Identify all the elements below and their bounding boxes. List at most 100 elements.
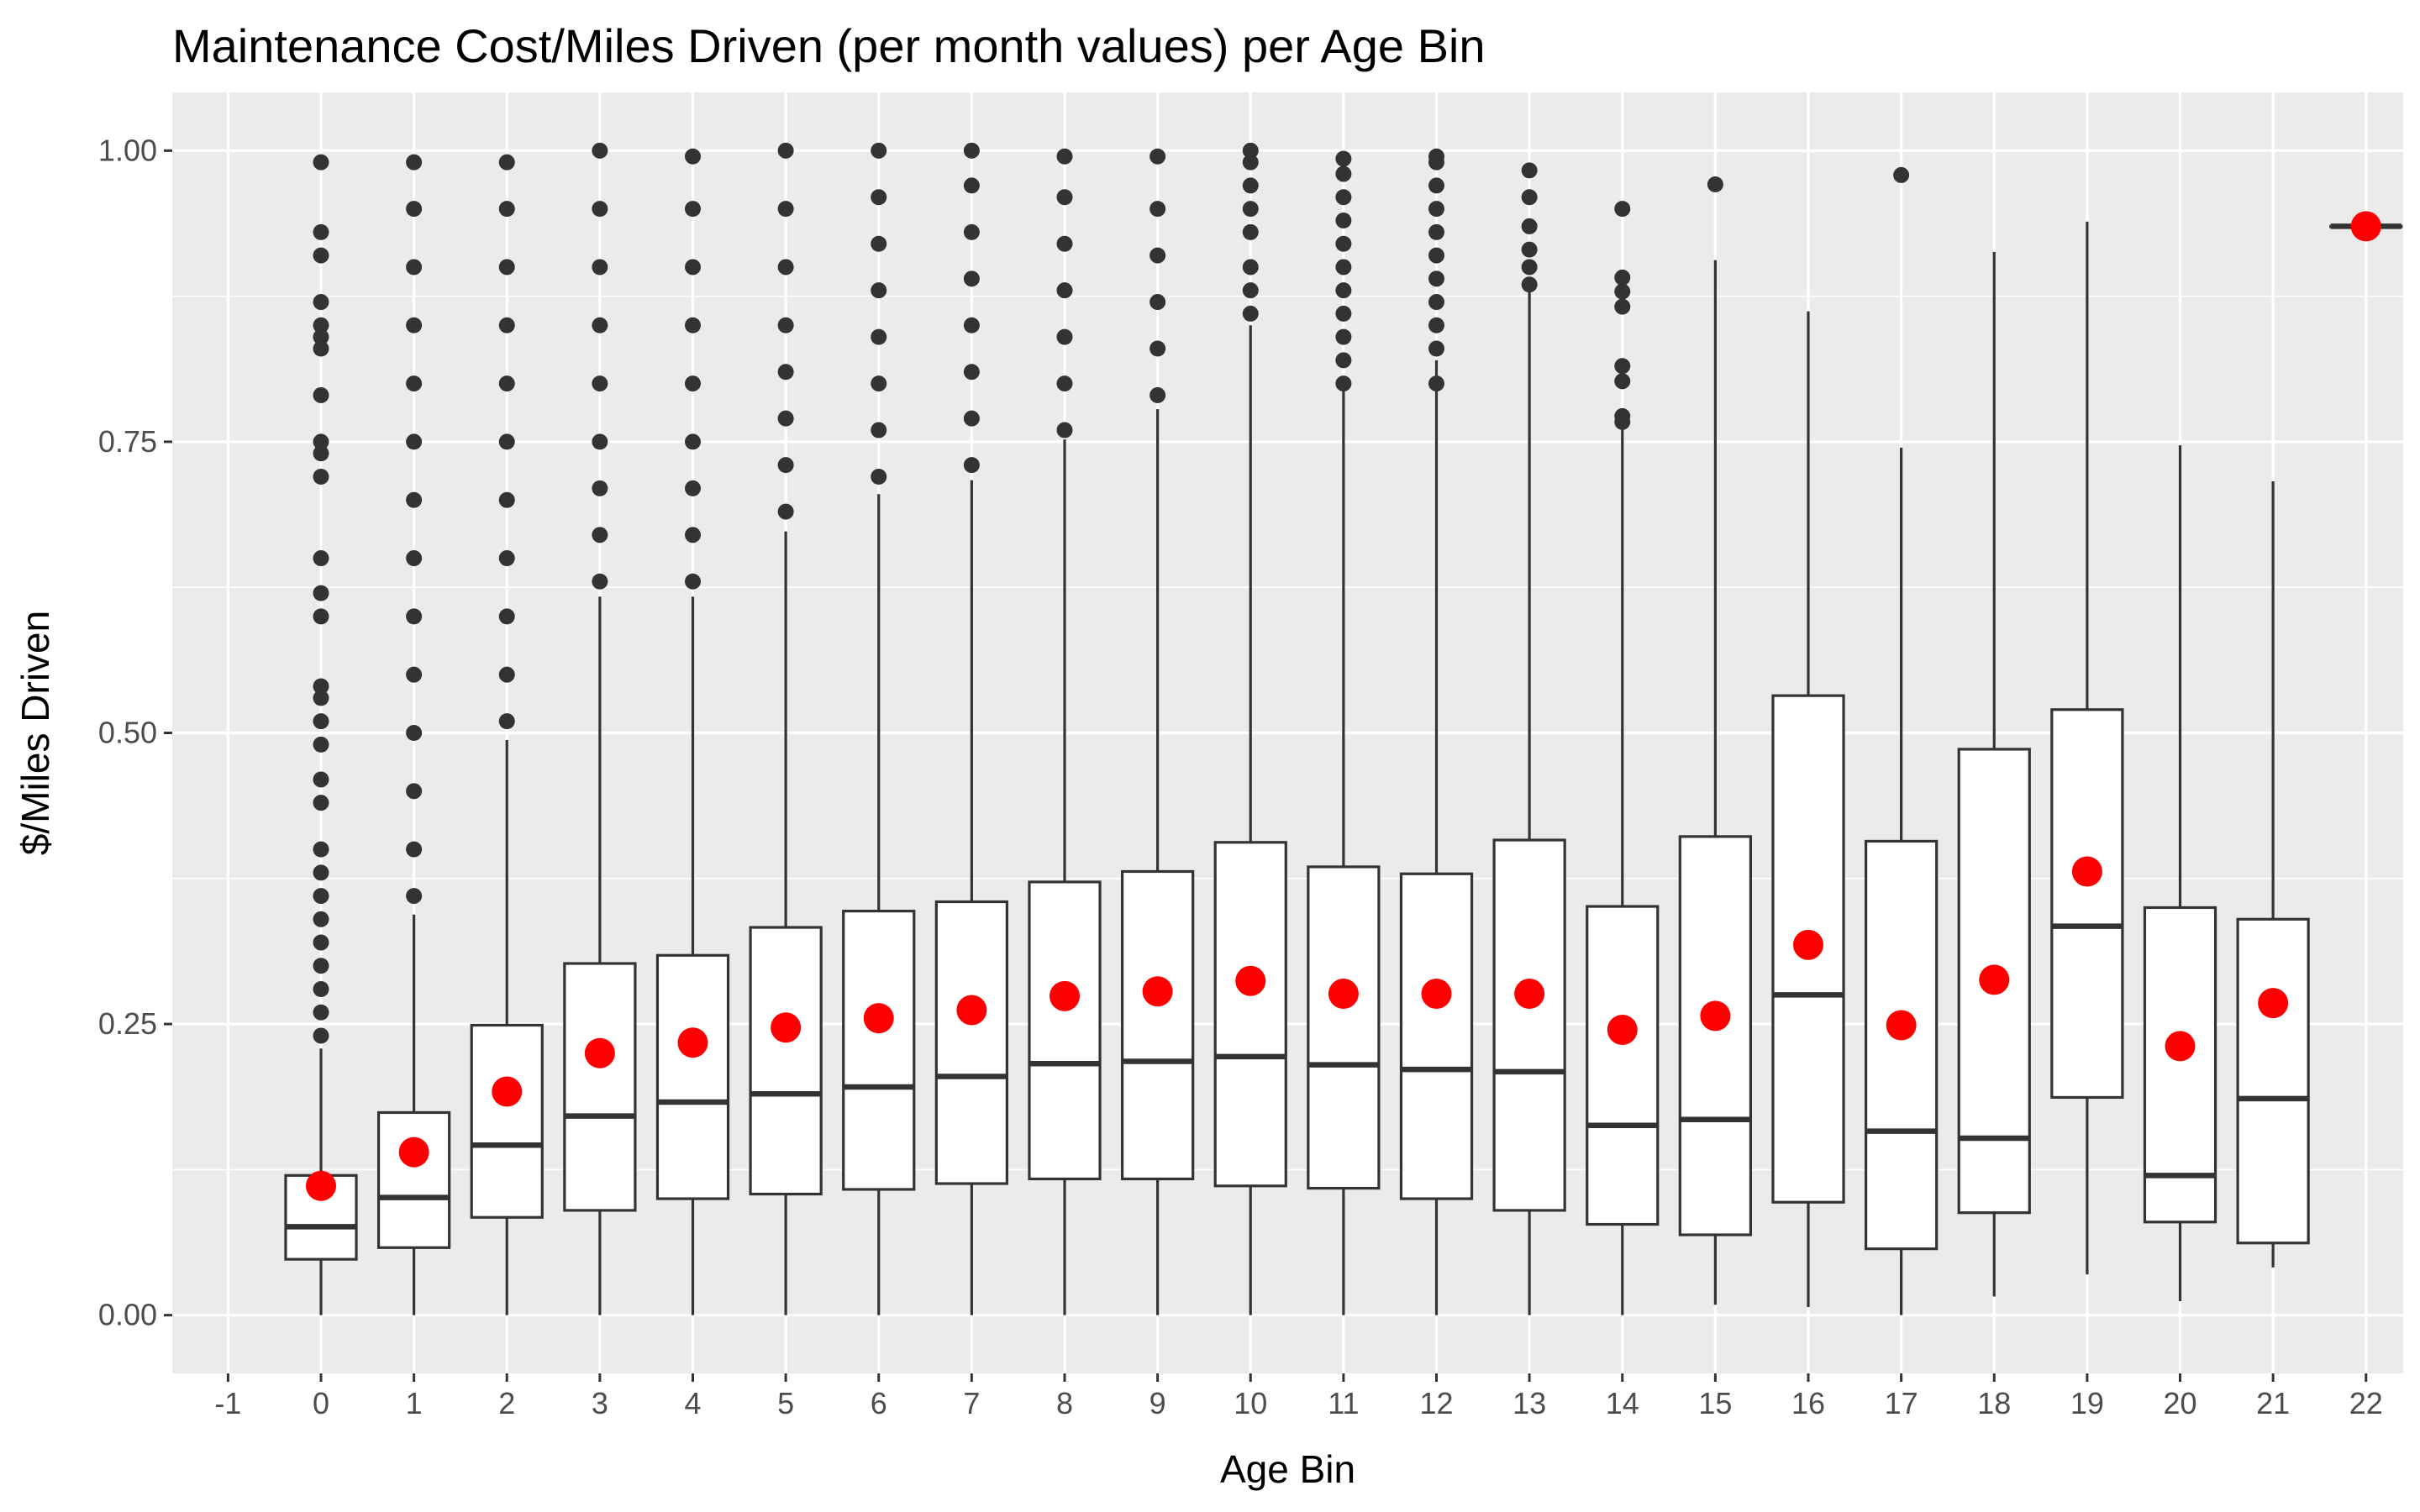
outlier-point [1428,201,1444,218]
outlier-point [1242,305,1259,322]
x-axis-title: Age Bin [1220,1447,1355,1491]
outlier-point [1707,176,1723,193]
outlier-point [685,480,701,496]
box-group-19 [2050,221,2124,1275]
box-group-13 [1492,162,1566,1315]
box [1864,839,1939,1251]
minor-gridlines [172,295,2403,1171]
box [470,1023,544,1219]
outlier-point [1242,154,1259,171]
outlier-point [1428,270,1444,287]
outlier-point [1056,235,1073,252]
mean-point [1235,965,1266,996]
x-tick-label: 8 [1056,1386,1073,1420]
box-group-9 [1120,148,1195,1315]
y-tick-label: 0.75 [98,424,157,459]
box-group-22 [2329,211,2403,242]
outlier-point [592,317,608,333]
outlier-point [313,934,329,951]
x-tick-label: 22 [2349,1386,2383,1420]
outlier-point [313,795,329,811]
outlier-point [1150,201,1166,218]
x-tick-label: 13 [1512,1386,1546,1420]
x-axis: -1 0 1 2 3 4 5 6 7 8 9 10 11 12 13 14 15 16 17 18 19 20 21 22 [214,1373,2383,1420]
outlier-point [313,550,329,567]
x-tick-label: 15 [1698,1386,1732,1420]
outlier-point [313,469,329,485]
x-tick-label: 0 [313,1386,329,1420]
x-tick-label: 10 [1234,1386,1267,1420]
outlier-point [313,713,329,730]
outlier-point [1428,148,1444,165]
mean-point [2258,988,2289,1019]
outlier-point [406,201,423,218]
x-tick-label: 7 [963,1386,980,1420]
mean-point [2165,1031,2196,1062]
box-group-3 [563,142,637,1315]
box [1213,841,1287,1188]
mean-point [1886,1010,1917,1041]
outlier-point [777,410,794,427]
outlier-point [685,317,701,333]
outlier-point [1242,201,1259,218]
x-tick-label: 17 [1885,1386,1918,1420]
outlier-point [313,294,329,311]
outlier-point [313,690,329,706]
outlier-point [871,142,887,159]
outlier-point [1056,282,1073,299]
box-group-4 [655,148,730,1315]
outlier-point [685,375,701,392]
outlier-point [313,328,329,345]
outlier-point [1428,247,1444,264]
outlier-point [871,422,887,438]
x-tick-label: 21 [2256,1386,2290,1420]
outlier-point [1614,373,1631,390]
mean-point [1700,1000,1731,1032]
outlier-point [871,469,887,485]
outlier-point [313,445,329,462]
outlier-point [1614,298,1631,315]
mean-point [492,1076,523,1107]
mean-point [1142,976,1173,1007]
outlier-point [313,771,329,788]
x-tick-label: 20 [2163,1386,2196,1420]
outlier-point [1335,305,1352,322]
outlier-point [685,573,701,590]
outlier-point [313,1027,329,1044]
outlier-point [871,235,887,252]
outlier-point [1335,165,1352,182]
x-tick-label: 12 [1419,1386,1453,1420]
box-group-21 [2236,481,2310,1268]
mean-point [2350,211,2381,242]
outlier-point [1521,276,1538,293]
outlier-point [1521,259,1538,276]
box-group-8 [1028,148,1102,1315]
outlier-point [498,713,515,730]
outlier-point [313,608,329,625]
outlier-point [1056,328,1073,345]
outlier-point [1242,142,1259,159]
outlier-point [313,841,329,858]
x-tick-label: 18 [1977,1386,2011,1420]
outlier-point [871,375,887,392]
outlier-point [592,259,608,276]
mean-point [398,1137,429,1168]
outlier-point [777,503,794,520]
outlier-point [592,433,608,450]
box-group-12 [1399,148,1474,1315]
y-tick-label: 0.50 [98,716,157,750]
outlier-point [963,457,980,474]
mean-point [1793,929,1823,960]
outlier-point [313,678,329,695]
x-tick-label: 14 [1606,1386,1639,1420]
mean-point [956,995,987,1026]
outlier-point [1428,223,1444,240]
outlier-point [592,375,608,392]
outlier-point [1428,294,1444,311]
outlier-point [871,282,887,299]
outlier-point [1614,283,1631,300]
outlier-point [777,142,794,159]
outlier-point [406,841,423,858]
outlier-point [498,608,515,625]
mean-point [677,1027,708,1058]
